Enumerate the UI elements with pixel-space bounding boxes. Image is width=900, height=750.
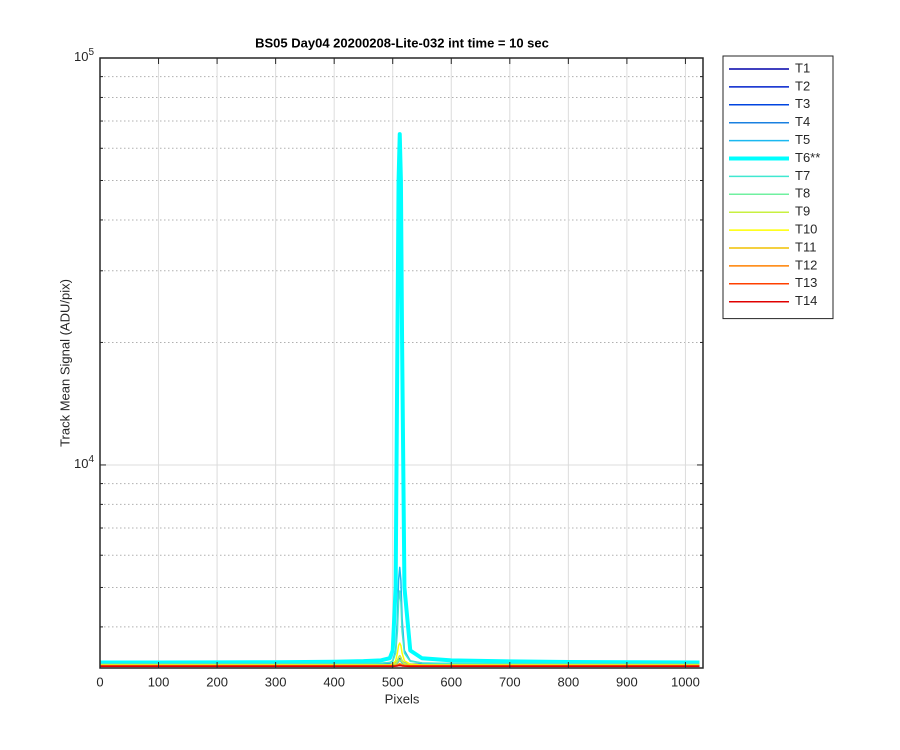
legend-label: T7 — [795, 168, 810, 183]
legend-label: T5 — [795, 132, 810, 147]
x-tick-label: 200 — [206, 674, 228, 689]
y-tick-label: 104 — [74, 454, 94, 472]
legend-label: T8 — [795, 186, 810, 201]
x-tick-label: 800 — [557, 674, 579, 689]
x-tick-label: 100 — [148, 674, 170, 689]
legend-label: T13 — [795, 275, 817, 290]
y-tick-label: 105 — [74, 47, 94, 65]
legend-label: T3 — [795, 96, 810, 111]
x-tick-label: 300 — [265, 674, 287, 689]
x-tick-label: 0 — [96, 674, 103, 689]
x-axis-label: Pixels — [385, 691, 420, 706]
legend-label: T12 — [795, 257, 817, 272]
legend-label: T2 — [795, 78, 810, 93]
x-tick-label: 600 — [440, 674, 462, 689]
series-line — [100, 590, 700, 665]
y-axis-label: Track Mean Signal (ADU/pix) — [57, 279, 72, 447]
x-tick-label: 1000 — [671, 674, 700, 689]
legend-label: T10 — [795, 222, 817, 237]
axes-box — [99, 57, 704, 669]
legend-label: T4 — [795, 114, 810, 129]
legend-label: T11 — [795, 239, 816, 254]
legend-label: T6** — [795, 150, 820, 165]
series-line — [100, 132, 700, 665]
x-tick-label: 900 — [616, 674, 638, 689]
chart-title: BS05 Day04 20200208-Lite-032 int time = … — [255, 35, 549, 50]
legend-box — [722, 55, 834, 320]
legend-label: T14 — [795, 293, 817, 308]
x-tick-label: 700 — [499, 674, 521, 689]
x-tick-label: 500 — [382, 674, 404, 689]
x-tick-label: 400 — [323, 674, 345, 689]
legend-label: T1 — [795, 60, 810, 75]
legend-label: T9 — [795, 204, 810, 219]
series-line — [100, 664, 700, 668]
